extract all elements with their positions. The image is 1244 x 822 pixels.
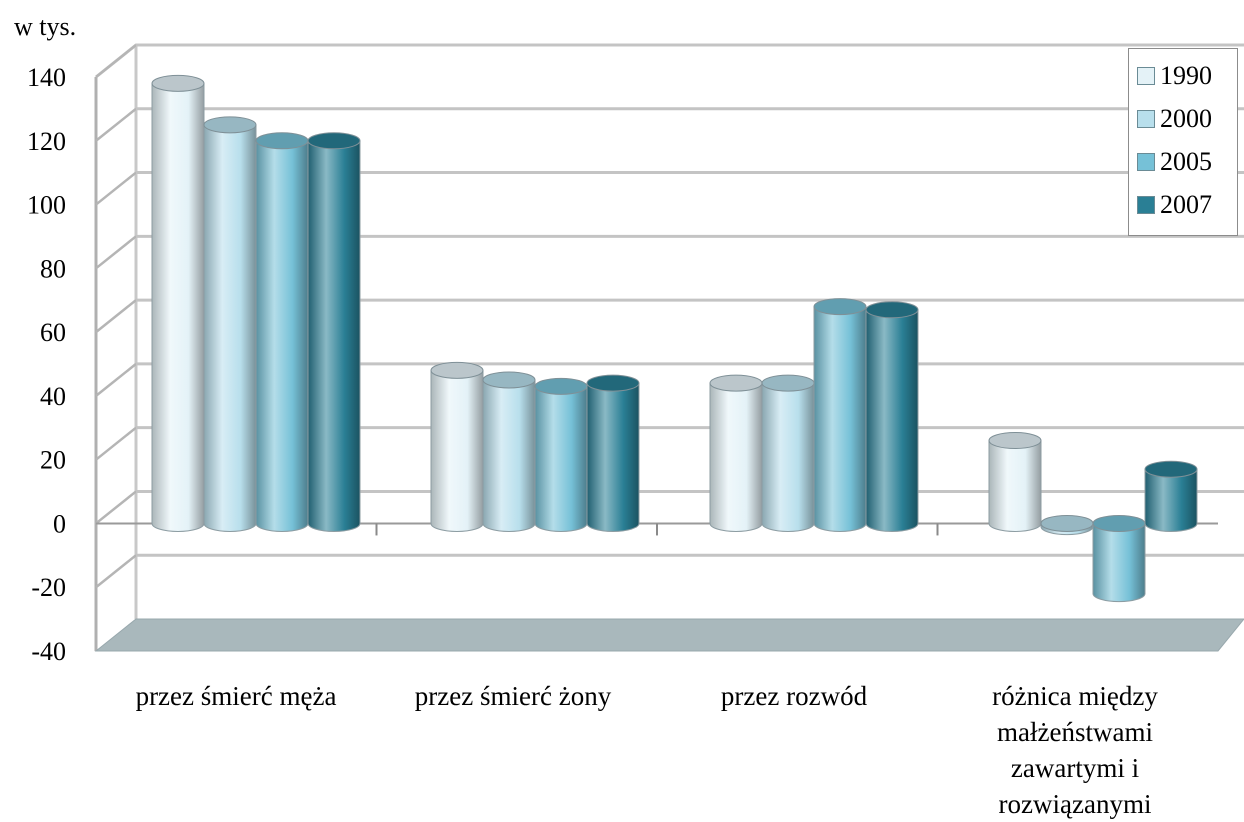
- legend-item: 1990: [1137, 61, 1212, 91]
- legend-swatch: [1137, 153, 1155, 171]
- bar-body: [483, 379, 535, 524]
- y-tick-label: 140: [27, 63, 66, 92]
- bar-body: [152, 83, 204, 524]
- bar: [151, 74, 205, 532]
- y-axis-unit-label: w tys.: [14, 12, 77, 41]
- floor-plane: [94, 618, 1244, 652]
- bar-cap: [307, 132, 361, 150]
- bar: [988, 432, 1042, 532]
- legend-label: 2007: [1160, 190, 1212, 219]
- bar-cap: [482, 371, 536, 389]
- gridline-depth: [95, 171, 137, 206]
- legend-item: 2005: [1137, 147, 1212, 177]
- bar: [1040, 514, 1094, 536]
- x-category-label: różnica między małżeństwami zawartymi i …: [992, 681, 1158, 819]
- bar-body: [204, 124, 256, 524]
- bar-cap: [813, 298, 867, 316]
- bar: [482, 371, 536, 532]
- legend-item: 2000: [1137, 104, 1212, 134]
- x-category-label: przez śmierć męża: [135, 681, 337, 711]
- bar-body: [535, 386, 587, 524]
- chart-floor: [94, 618, 1244, 652]
- legend-label: 2005: [1160, 147, 1212, 176]
- bar: [586, 374, 640, 532]
- x-category-label: przez śmierć żony: [414, 681, 612, 711]
- bar-cap: [534, 377, 588, 395]
- bar-cap: [1092, 514, 1146, 532]
- bar-body: [866, 309, 918, 524]
- bar: [709, 374, 763, 532]
- bar: [761, 374, 815, 532]
- legend-swatch: [1137, 67, 1155, 85]
- legend-item: 2007: [1137, 190, 1212, 220]
- gridline-depth: [95, 362, 137, 397]
- bar: [1144, 460, 1198, 532]
- legend-swatch: [1137, 196, 1155, 214]
- bar-body: [308, 140, 360, 524]
- bar-body: [762, 383, 814, 524]
- gridline-depth: [95, 107, 137, 142]
- y-axis-ticks: -40 -20 0 20 40 60 80 100 120 140: [27, 63, 66, 666]
- bar-cap: [203, 116, 257, 134]
- bar-cap: [988, 432, 1042, 450]
- bar-body: [587, 383, 639, 524]
- bar: [255, 132, 309, 532]
- bar-body: [814, 306, 866, 524]
- y-tick-label: -20: [31, 573, 66, 602]
- gridline-depth: [95, 235, 137, 270]
- back-wall-top-edge: [95, 43, 1244, 79]
- y-tick-label: 20: [40, 446, 66, 475]
- gridline-depth: [95, 490, 137, 525]
- bar: [430, 361, 484, 532]
- bar-cap: [255, 132, 309, 150]
- y-tick-label: 0: [53, 509, 66, 538]
- y-tick-label: 60: [40, 318, 66, 347]
- gridline-depth: [95, 299, 137, 334]
- legend-label: 2000: [1160, 104, 1212, 133]
- legend-swatch: [1137, 110, 1155, 128]
- gridline-depth: [95, 554, 137, 589]
- gridline-depth: [95, 426, 137, 461]
- bar: [203, 116, 257, 532]
- bar: [1092, 514, 1146, 603]
- legend-label: 1990: [1160, 61, 1212, 90]
- bar: [307, 132, 361, 532]
- legend: 1990 2000 2005 2007: [1128, 48, 1238, 236]
- bar-cap: [586, 374, 640, 392]
- y-tick-label: 80: [40, 254, 66, 283]
- bar-body: [256, 140, 308, 524]
- bar-cap: [430, 361, 484, 379]
- bar-body: [431, 370, 483, 524]
- gridline-depth: [95, 44, 137, 78]
- bar-cap: [1144, 460, 1198, 478]
- bar-cap: [865, 301, 919, 319]
- bar-body: [989, 440, 1041, 524]
- bar-body: [710, 383, 762, 524]
- bar: [534, 377, 588, 532]
- bar-cap: [709, 374, 763, 392]
- bar: [813, 298, 867, 532]
- y-tick-label: -40: [31, 637, 66, 666]
- bars: [151, 74, 1198, 603]
- x-category-label: przez rozwód: [720, 681, 868, 711]
- bar-body: [1093, 523, 1145, 594]
- bar: [865, 301, 919, 532]
- y-tick-label: 40: [40, 382, 66, 411]
- bar-cap: [761, 374, 815, 392]
- y-tick-label: 100: [27, 191, 66, 220]
- bar-body: [1145, 469, 1197, 524]
- bar-cap: [151, 74, 205, 92]
- y-tick-label: 120: [27, 127, 66, 156]
- bar-cap: [1040, 514, 1094, 532]
